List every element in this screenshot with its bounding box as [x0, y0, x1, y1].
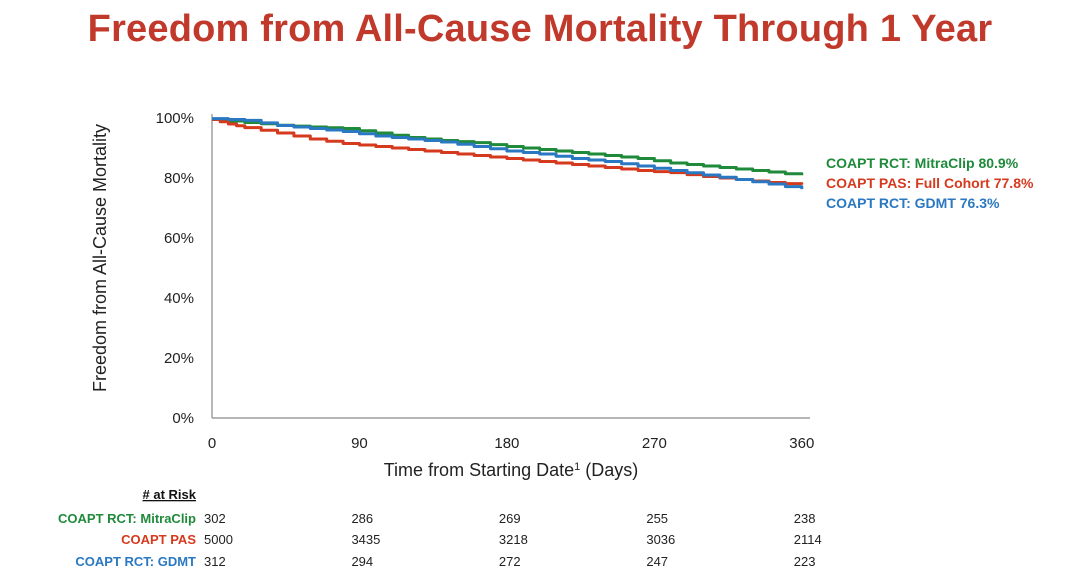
- x-tick-label: 180: [494, 435, 519, 452]
- at-risk-value: 5000: [204, 532, 233, 547]
- series-end-label: COAPT RCT: GDMT 76.3%: [826, 195, 1000, 211]
- at-risk-row-label: COAPT RCT: GDMT: [75, 554, 196, 569]
- at-risk-value: 255: [646, 511, 668, 526]
- y-tick-label: 40%: [164, 290, 194, 307]
- y-tick-label: 20%: [164, 350, 194, 367]
- at-risk-header: # at Risk: [143, 487, 197, 502]
- x-tick-label: 360: [789, 435, 814, 452]
- x-tick-label: 90: [351, 435, 368, 452]
- y-tick-label: 80%: [164, 170, 194, 187]
- x-axis-title: Time from Starting Date1 (Days): [384, 460, 639, 480]
- y-axis-title: Freedom from All-Cause Mortality: [90, 124, 110, 392]
- y-tick-label: 0%: [172, 410, 194, 427]
- at-risk-value: 3036: [646, 532, 675, 547]
- x-tick-label: 0: [208, 435, 216, 452]
- at-risk-value: 247: [646, 554, 668, 569]
- at-risk-value: 3435: [351, 532, 380, 547]
- x-tick-label: 270: [642, 435, 667, 452]
- at-risk-value: 269: [499, 511, 521, 526]
- at-risk-value: 286: [351, 511, 373, 526]
- at-risk-row-label: COAPT RCT: MitraClip: [58, 511, 196, 526]
- at-risk-value: 294: [351, 554, 373, 569]
- at-risk-row-label: COAPT PAS: [121, 532, 196, 547]
- series-end-label: COAPT PAS: Full Cohort 77.8%: [826, 175, 1034, 191]
- at-risk-value: 2114: [794, 532, 822, 547]
- series-line-2: [212, 117, 804, 190]
- at-risk-value: 312: [204, 554, 226, 569]
- y-tick-label: 60%: [164, 230, 194, 247]
- page-title: Freedom from All-Cause Mortality Through…: [87, 8, 993, 50]
- at-risk-value: 238: [794, 511, 816, 526]
- series-end-label: COAPT RCT: MitraClip 80.9%: [826, 155, 1019, 171]
- at-risk-value: 3218: [499, 532, 528, 547]
- at-risk-value: 302: [204, 511, 226, 526]
- at-risk-value: 223: [794, 554, 816, 569]
- at-risk-value: 272: [499, 554, 521, 569]
- y-tick-label: 100%: [156, 110, 194, 127]
